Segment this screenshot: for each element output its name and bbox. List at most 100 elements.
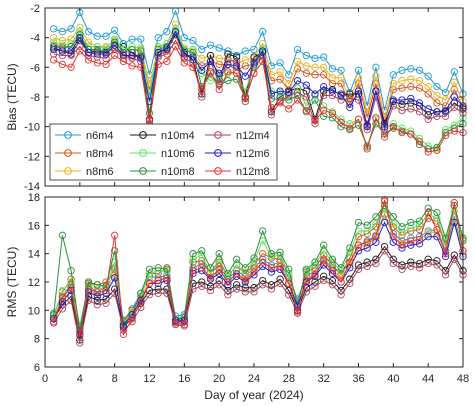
bias-point-n6m4 [163,28,171,36]
bias-point-n12m4 [441,112,450,120]
bias-point-n10m6 [50,38,58,46]
legend-swatch-marker [214,167,222,175]
rms-point-n10m4 [380,242,389,251]
rms-point-n10m6 [241,268,249,276]
rms-y-tick-label: 6 [34,362,40,374]
rms-point-n12m8 [354,241,363,249]
rms-point-n12m4 [389,259,397,268]
bias-point-n12m8 [259,57,267,66]
bias-point-n6m4 [215,44,223,52]
rms-point-n12m8 [128,315,136,323]
bias-point-n12m6 [241,72,249,80]
legend-box [49,123,278,181]
rms-x-axis-label: Day of year (2024) [204,388,303,402]
rms-point-n10m8 [145,265,154,273]
rms-point-n12m8 [58,293,67,302]
bias-point-n12m4 [346,94,354,103]
bias-point-n12m6 [424,105,432,113]
bias-y-tick-label: -8 [30,92,40,104]
legend: n6m4 n10m4 n12m4 n8m4 n10m6 n12m6 n8m6 n10m8 n12… [49,123,278,181]
rms-point-n10m8 [84,278,93,286]
rms-point-n12m4 [241,288,249,296]
rms-point-n10m4 [424,255,432,263]
bias-point-n12m6 [111,41,119,49]
bias-point-n12m4 [433,112,441,120]
bias-point-n8m6 [302,62,310,70]
bias-point-n12m4 [189,59,197,67]
bias-point-n8m4 [337,79,345,88]
rms-point-n10m8 [154,264,162,272]
rms-point-n12m4 [354,265,363,273]
bias-point-n10m8 [285,96,293,104]
rms-point-n12m4 [76,339,84,347]
rms-point-n10m8 [163,265,171,273]
bias-point-n6m4 [450,68,458,76]
bias-point-n12m6 [389,96,397,104]
bias-point-n6m4 [102,32,110,40]
bias-point-n12m6 [354,87,363,95]
legend-swatch-marker [139,131,147,139]
bias-point-n12m4 [354,96,363,104]
bias-point-n6m4 [354,66,363,74]
rms-point-n10m4 [198,278,206,286]
legend-label: n8m4 [86,148,114,160]
rms-plot-content [50,196,467,347]
bias-point-n12m8 [441,131,450,140]
rms-point-n12m4 [84,296,93,305]
bias-point-n8m6 [215,54,223,63]
bias-point-n12m6 [154,48,162,57]
rms-series-n12m8 [50,196,467,340]
rms-point-n10m6 [415,221,424,229]
bias-point-n12m4 [67,51,75,60]
bias-point-n8m4 [302,69,310,77]
rms-point-n10m8 [189,250,197,258]
rms-point-n12m4 [441,271,450,279]
rms-point-n10m8 [363,221,371,229]
bias-y-tick-label: -12 [24,151,40,163]
rms-point-n12m4 [232,285,241,293]
bias-point-n6m4 [389,71,397,79]
bias-point-n10m8 [337,123,345,131]
bias-point-n8m6 [450,78,458,86]
bias-point-n12m4 [302,93,310,101]
bias-point-n8m6 [241,56,249,64]
bias-point-n12m6 [398,96,406,104]
legend-entry-n12m6: n12m6 [205,148,270,160]
bias-y-tick-label: -4 [30,33,40,45]
rms-y-tick-label: 10 [28,305,40,317]
rms-point-n12m8 [163,274,171,282]
rms-x-tick-label: 40 [387,373,399,385]
rms-point-n12m8 [232,269,241,278]
bias-point-n12m6 [302,81,310,89]
bias-point-n12m8 [84,56,93,64]
rms-point-n12m6 [293,302,302,310]
rms-point-n12m8 [311,271,319,279]
rms-x-ticks: 0 4 8 12 16 20 24 28 32 36 40 44 48 [42,197,469,385]
bias-point-n12m6 [215,69,223,77]
bias-point-n6m4 [293,45,302,54]
rms-point-n10m8 [415,217,424,225]
bias-point-n12m6 [450,93,458,101]
rms-point-n10m8 [111,247,119,255]
bias-point-n12m8 [163,57,171,66]
bias-point-n12m6 [128,51,136,60]
rms-point-n10m8 [372,213,380,221]
bias-point-n12m8 [320,106,328,115]
bias-point-n12m6 [163,44,171,52]
bias-point-n12m8 [189,63,197,71]
rms-point-n12m8 [224,278,232,286]
bias-point-n12m6 [267,90,276,98]
bias-point-n12m6 [328,87,337,95]
bias-point-n8m4 [424,90,432,98]
rms-point-n10m8 [311,258,319,266]
legend-entry-n12m4: n12m4 [205,130,270,142]
rms-point-n12m4 [267,285,276,293]
rms-point-n12m8 [424,208,432,217]
rms-point-n10m6 [433,214,441,222]
bias-point-n8m6 [171,20,180,28]
bias-point-n12m6 [363,123,371,131]
bias-point-n12m8 [171,42,180,51]
rms-point-n12m4 [363,262,371,271]
rms-point-n10m8 [380,201,389,210]
